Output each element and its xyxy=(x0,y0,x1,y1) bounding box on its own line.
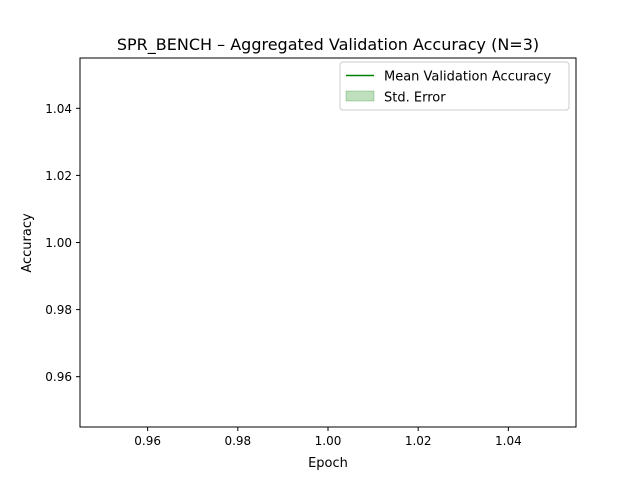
y-tick-label: 1.02 xyxy=(45,169,72,183)
legend: Mean Validation Accuracy Std. Error xyxy=(339,61,570,111)
x-tick-label: 0.96 xyxy=(134,434,161,448)
y-tick-label: 0.98 xyxy=(45,303,72,317)
legend-label-mean: Mean Validation Accuracy xyxy=(384,70,552,85)
axes-frame xyxy=(79,57,577,428)
y-tick-label: 1.00 xyxy=(45,236,72,250)
x-tick-label: 1.04 xyxy=(495,434,522,448)
legend-band-swatch xyxy=(345,90,375,102)
x-axis-label: Epoch xyxy=(308,456,348,471)
x-tick-label: 1.02 xyxy=(405,434,432,448)
plot-area xyxy=(79,57,577,428)
y-axis-label: Accuracy xyxy=(20,213,35,273)
x-axis-ticks: 0.96 0.98 1.00 1.02 1.04 xyxy=(134,427,522,448)
y-tick-label: 1.04 xyxy=(45,102,72,116)
chart-title: SPR_BENCH – Aggregated Validation Accura… xyxy=(117,35,539,55)
y-axis-ticks: 0.96 0.98 1.00 1.02 1.04 xyxy=(45,102,80,384)
x-tick-label: 1.00 xyxy=(315,434,342,448)
legend-label-stderr: Std. Error xyxy=(384,91,446,106)
legend-box xyxy=(339,61,570,111)
x-tick-label: 0.98 xyxy=(224,434,251,448)
y-tick-label: 0.96 xyxy=(45,370,72,384)
